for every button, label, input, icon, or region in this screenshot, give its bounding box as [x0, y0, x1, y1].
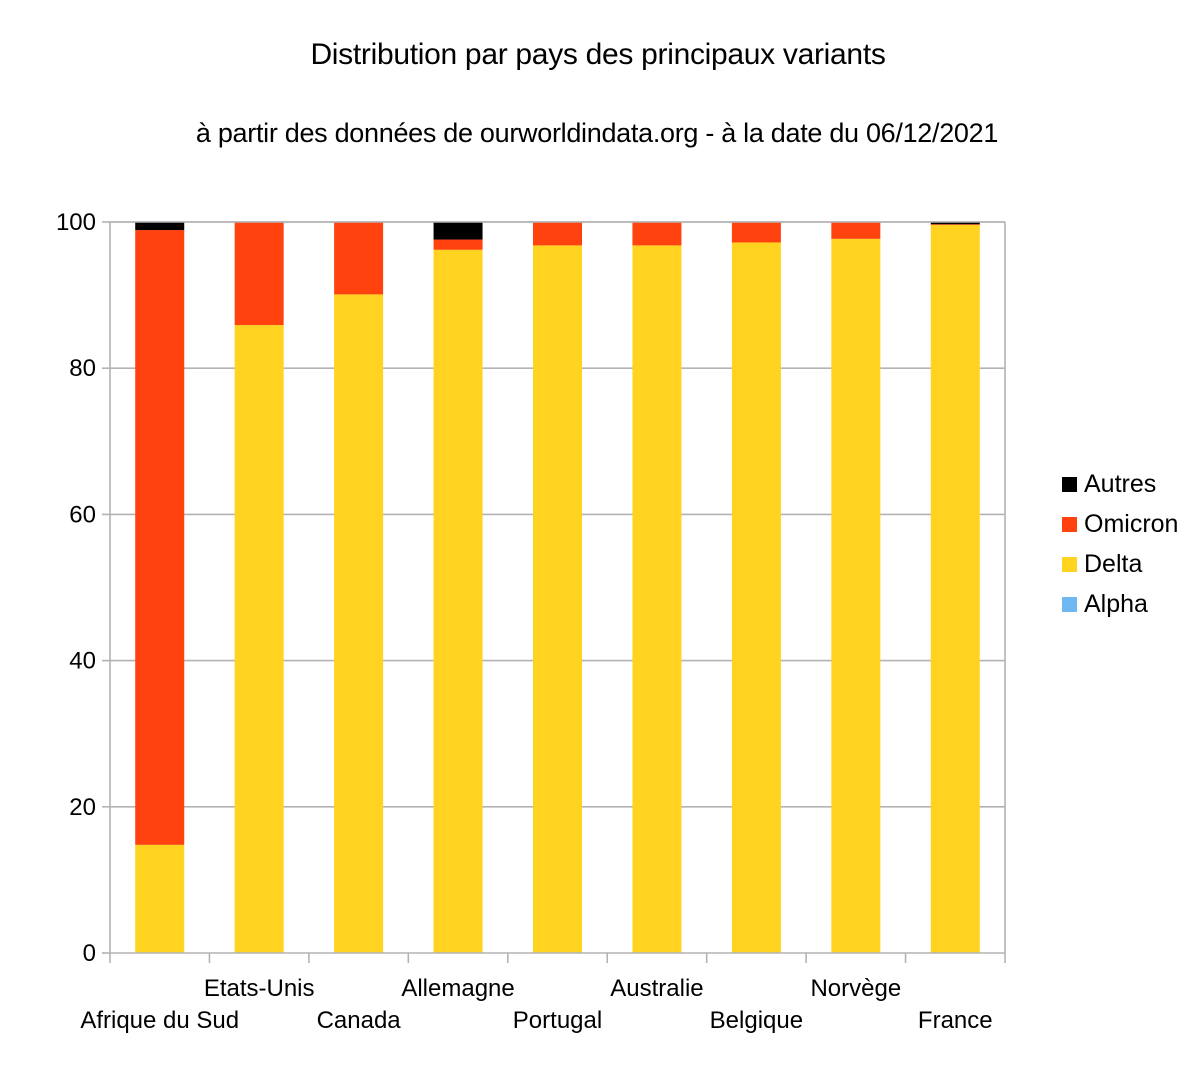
bar-segment — [433, 222, 483, 240]
bar-segment — [831, 222, 881, 239]
bar-segment — [930, 224, 980, 953]
legend-swatch — [1062, 477, 1077, 492]
bar-segment — [433, 249, 483, 953]
y-tick-label: 100 — [56, 209, 96, 236]
y-tick-label: 80 — [69, 355, 96, 382]
axis-labels: 0 20 40 60 80 100 Afrique du Sud Etats-UnisCana… — [56, 209, 993, 1034]
legend-swatch — [1062, 597, 1077, 612]
bar-segment — [234, 222, 284, 326]
x-category-label: Etats-Unis — [204, 975, 315, 1002]
legend-label: Autres — [1084, 470, 1157, 498]
bar-segment — [632, 245, 682, 954]
legend-swatch — [1062, 517, 1077, 532]
y-tick-label: 20 — [69, 794, 96, 821]
legend-swatch — [1062, 557, 1077, 572]
legend-label: Alpha — [1084, 590, 1148, 618]
x-category-label: Canada — [317, 1007, 402, 1034]
bar-segment — [731, 242, 781, 953]
chart-subtitle: à partir des données de ourworldindata.o… — [195, 118, 999, 148]
bar-segment — [135, 222, 185, 231]
bar-segment — [930, 222, 980, 225]
y-tick-label: 60 — [69, 501, 96, 528]
chart-title: Distribution par pays des principaux var… — [310, 38, 886, 71]
axes — [102, 221, 1006, 963]
bar-segment — [334, 222, 384, 295]
x-category-label: Norvège — [810, 975, 901, 1002]
legend-label: Omicron — [1084, 510, 1179, 538]
legend-label: Delta — [1084, 550, 1143, 578]
bar-segment — [533, 245, 582, 954]
bar-segment — [632, 222, 682, 246]
bar-segment — [135, 844, 185, 953]
bar-segment — [831, 238, 881, 954]
x-category-label: France — [918, 1007, 993, 1034]
x-category-label: Australie — [610, 975, 703, 1002]
x-category-label: Portugal — [513, 1007, 602, 1034]
bar-segment — [731, 222, 781, 243]
y-tick-label: 40 — [69, 648, 96, 675]
bar-segment — [930, 224, 980, 225]
bar-segment — [234, 325, 284, 953]
bar-segment — [533, 222, 582, 246]
bars — [135, 222, 980, 954]
x-category-label: Allemagne — [401, 975, 514, 1002]
y-tick-label: 0 — [83, 940, 96, 967]
x-category-label: Belgique — [710, 1007, 803, 1034]
bar-segment — [334, 294, 384, 953]
bar-segment — [433, 239, 483, 250]
x-category-label: Afrique du Sud — [80, 1007, 239, 1034]
bar-segment — [135, 230, 185, 845]
